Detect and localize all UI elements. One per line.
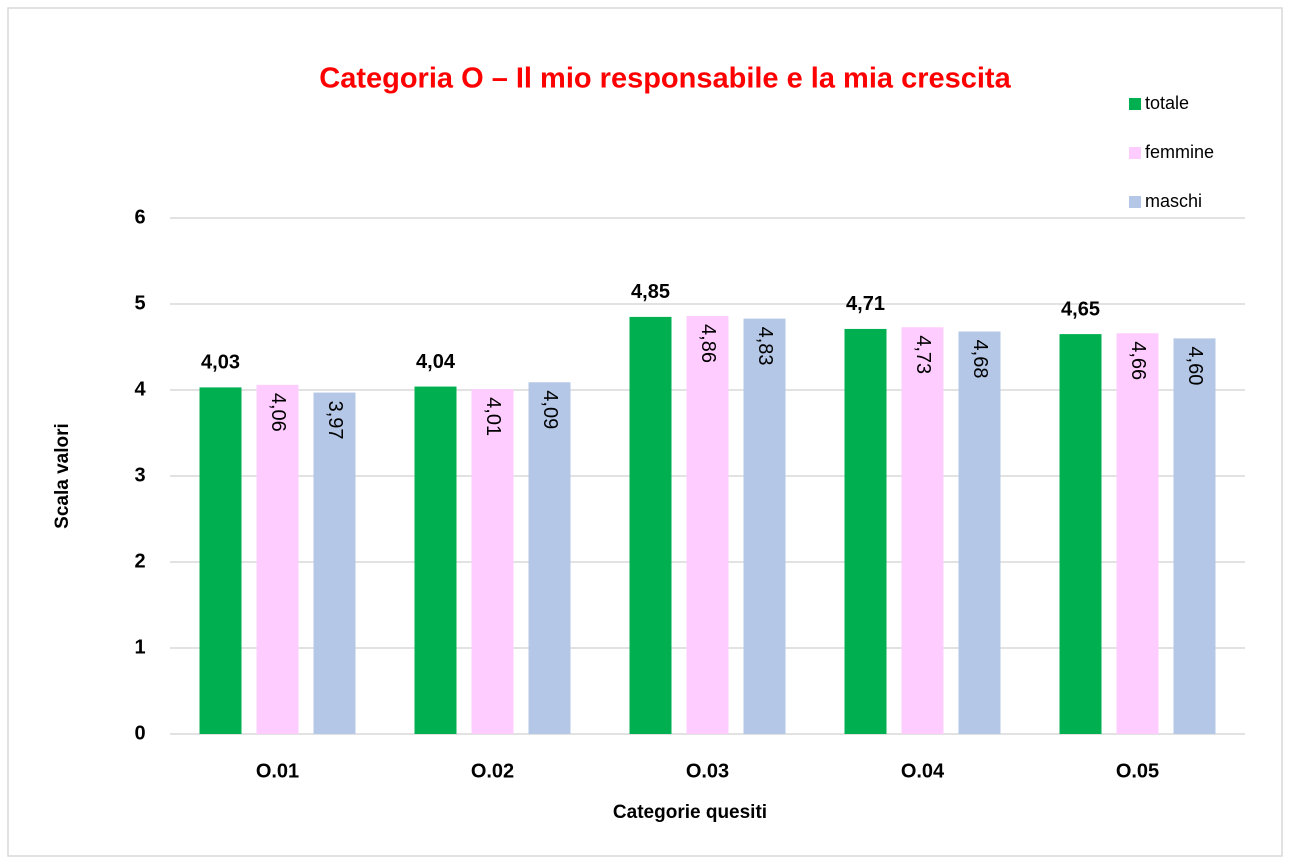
data-label: 4,60 [1184, 346, 1206, 385]
data-label: 4,01 [482, 397, 504, 436]
y-tick-label: 6 [134, 206, 145, 228]
x-tick-label: O.02 [471, 760, 514, 782]
y-tick-label: 3 [134, 464, 145, 486]
chart-title: Categoria O – Il mio responsabile e la m… [319, 63, 1011, 95]
data-label: 4,73 [912, 335, 934, 374]
legend-swatch [1129, 147, 1141, 159]
data-label: 4,71 [846, 293, 885, 315]
bar [901, 327, 944, 734]
data-label: 4,83 [754, 327, 776, 366]
x-tick-label: O.01 [256, 760, 299, 782]
bar [313, 392, 356, 734]
data-label: 4,09 [539, 390, 561, 429]
data-label: 4,85 [631, 281, 670, 303]
data-label: 4,68 [969, 340, 991, 379]
data-label: 3,97 [324, 401, 346, 440]
bar [471, 389, 514, 734]
data-label: 4,66 [1127, 341, 1149, 380]
data-label: 4,86 [697, 324, 719, 363]
bar [1059, 334, 1102, 734]
bar [199, 387, 242, 734]
y-tick-label: 1 [134, 636, 145, 658]
bar [686, 316, 729, 734]
data-label: 4,65 [1061, 298, 1100, 320]
x-tick-label: O.03 [686, 760, 729, 782]
bar [414, 386, 457, 734]
bar [743, 318, 786, 734]
x-tick-label: O.05 [1116, 760, 1159, 782]
legend-label: maschi [1145, 191, 1202, 211]
y-tick-label: 0 [134, 722, 145, 744]
legend-swatch [1129, 196, 1141, 208]
x-axis-label: Categorie quesiti [613, 802, 767, 823]
x-tick-label: O.04 [901, 760, 945, 782]
bar [629, 316, 672, 734]
y-axis-label: Scala valori [52, 423, 73, 529]
bar [528, 382, 571, 734]
bar [1116, 333, 1159, 734]
bar [844, 328, 887, 734]
data-label: 4,04 [416, 351, 456, 373]
data-label: 4,06 [267, 393, 289, 432]
bar [958, 331, 1001, 734]
legend-label: totale [1145, 93, 1189, 113]
y-tick-label: 5 [134, 292, 145, 314]
y-tick-label: 4 [134, 378, 146, 400]
bar [256, 384, 299, 734]
bar [1173, 338, 1216, 734]
y-tick-label: 2 [134, 550, 145, 572]
data-label: 4,03 [201, 352, 240, 374]
legend-swatch [1129, 98, 1141, 110]
legend-label: femmine [1145, 142, 1214, 162]
